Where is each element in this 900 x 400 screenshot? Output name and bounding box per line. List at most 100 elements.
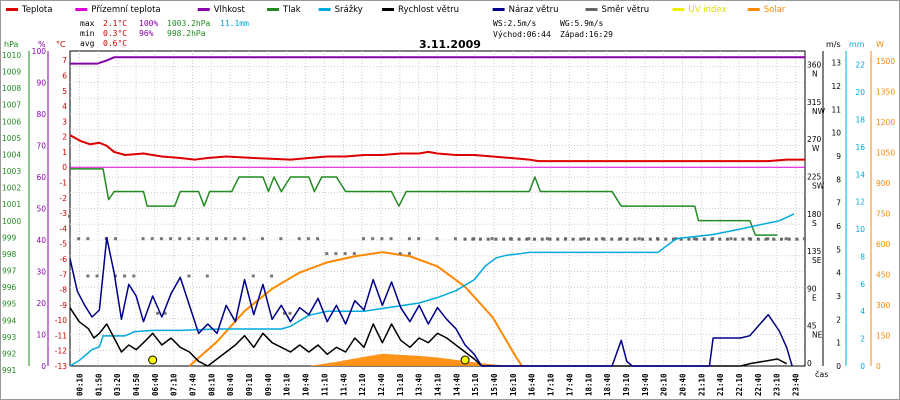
temp-tick-3: 3 [62,117,67,126]
time-label-12: 10:40 [302,373,311,396]
dir-point [407,237,411,241]
time-label-35: 22:10 [735,373,744,396]
dir-point [306,237,310,241]
press-tick-996: 996 [2,283,17,292]
press-tick-1003: 1003 [2,167,21,176]
hum-tick-80: 80 [36,110,46,119]
time-label-9: 09:10 [245,373,254,396]
time-label-33: 21:10 [697,373,706,396]
dir-point [453,237,457,241]
hum-tick-70: 70 [36,142,46,151]
press-tick-999: 999 [2,233,17,242]
legend-swatch-5 [382,8,394,11]
dir-point [648,237,652,241]
legend-swatch-9 [747,8,760,11]
press-tick-995: 995 [2,300,17,309]
hum-tick-40: 40 [36,236,46,245]
time-label-11: 10:10 [283,373,292,396]
dir-tick-180: 180 [807,210,822,219]
legend-swatch-3 [267,8,279,11]
time-label-30: 19:40 [641,373,650,396]
press-tick-1004: 1004 [2,150,21,159]
time-label-20: 14:40 [452,373,461,396]
time-label-1: 01:50 [94,373,103,396]
chart-title: 3.11.2009 [419,38,481,51]
temp-tick--13: -13 [55,362,67,371]
temp-tick-0: 0 [62,163,67,172]
dir-point [77,237,81,241]
stat-temp-avg: 0.6°C [103,39,127,48]
time-label-25: 17:10 [547,373,556,396]
temp-tick-2: 2 [62,133,67,142]
dir-point [610,237,614,241]
solar-tick-900: 900 [876,179,891,188]
temp-tick--3: -3 [60,209,68,218]
dir-point [362,237,365,241]
dir-point [756,237,760,241]
stat-rain-max: 11.1mm [220,19,249,28]
press-tick-1000: 1000 [2,217,21,226]
dir-point [86,237,90,241]
hum-tick-90: 90 [36,79,46,88]
press-tick-994: 994 [2,316,17,325]
dir-point [407,252,411,256]
press-tick-998: 998 [2,250,17,259]
dir-point [297,237,301,241]
wind-tick-3: 3 [836,292,841,301]
dir-point [279,237,283,241]
stat-label-avg: avg [80,39,95,48]
time-label-19: 14:10 [434,373,443,396]
press-tick-1010: 1010 [2,51,21,60]
time-label-28: 18:40 [603,373,612,396]
dir-tick-name-W: W [812,144,820,153]
dir-point [671,237,675,241]
solar-tick-750: 750 [876,210,891,219]
wind-tick-10: 10 [831,129,841,138]
rain-tick-20: 20 [855,88,865,97]
rain-tick-16: 16 [855,143,865,152]
press-tick-1007: 1007 [2,101,21,110]
sunset-label: Západ:16:29 [560,30,613,39]
dir-tick-name-SE: SE [812,256,822,265]
dir-point [187,274,191,278]
time-label-29: 19:10 [622,373,631,396]
dir-tick-90: 90 [807,284,817,293]
dir-point [352,252,356,256]
series-line-tlak-3 [70,168,778,236]
dir-point [525,237,529,241]
temp-tick--8: -8 [60,286,68,295]
hum-tick-100: 100 [32,47,47,56]
rain-tick-14: 14 [855,170,865,179]
dir-point [494,237,498,241]
wind-tick-12: 12 [831,82,841,91]
dir-point [270,274,274,278]
solar-tick-1350: 1350 [876,88,895,97]
dir-point [251,274,255,278]
solar-tick-0: 0 [876,362,881,371]
legend-label-8: UV index [689,5,727,15]
time-label-31: 20:10 [660,373,669,396]
temp-tick--9: -9 [60,301,68,310]
wind-unit-label: m/s [826,40,841,49]
dir-point [123,274,127,278]
rain-tick-2: 2 [860,335,865,344]
dir-point [556,237,560,241]
dir-tick-name-E: E [812,293,817,302]
dir-point [617,237,621,241]
dir-point [787,237,791,241]
dir-point [656,237,660,241]
dir-point [766,237,770,241]
press-tick-1005: 1005 [2,134,21,143]
dir-point [371,237,375,241]
dir-point [517,237,521,241]
dir-point [68,214,71,218]
time-label-21: 15:10 [471,373,480,396]
dir-point [169,237,173,241]
dir-tick-360: 360 [807,61,822,70]
legend-label-7: Směr větru [602,5,650,15]
solar-tick-300: 300 [876,301,891,310]
dir-tick-name-NE: NE [812,331,823,340]
dir-point [435,237,439,241]
dir-point [548,237,552,241]
